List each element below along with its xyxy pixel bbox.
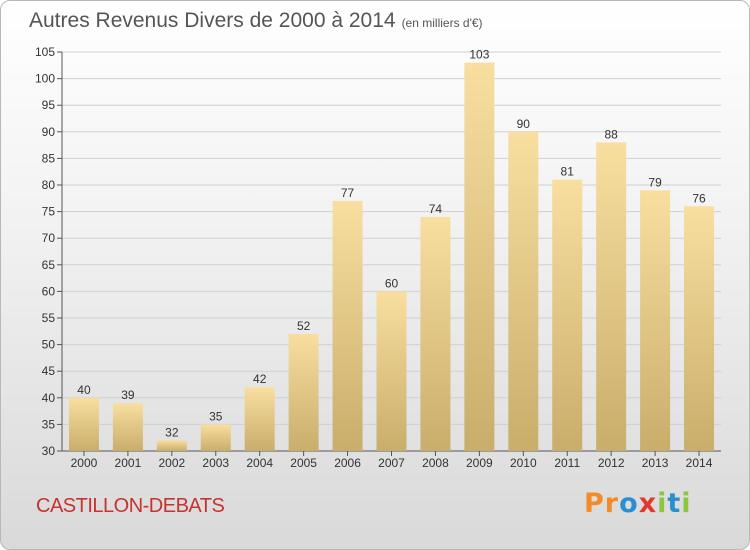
y-tick-label: 30 [42,444,56,458]
bar [376,291,407,451]
x-tick-label: 2000 [71,456,98,470]
bar [464,62,495,451]
bar-value-label: 60 [385,276,399,290]
y-tick-label: 105 [35,45,55,59]
x-tick-label: 2001 [115,456,142,470]
bar-value-label: 74 [429,202,443,216]
bar-value-label: 32 [165,425,179,439]
bar [288,333,319,451]
y-tick-label: 60 [42,284,56,298]
logo-letter: P [584,488,605,519]
logo-letter: r [604,488,620,519]
y-tick-label: 50 [42,338,56,352]
bar-value-label: 77 [341,186,355,200]
y-tick-label: 100 [35,72,55,86]
y-tick-label: 35 [42,417,56,431]
bar-value-label: 90 [517,117,531,131]
bar [552,179,583,451]
y-tick-label: 40 [42,391,56,405]
bar-value-label: 40 [77,383,91,397]
y-tick-label: 55 [42,311,56,325]
y-tick-label: 80 [42,178,56,192]
x-tick-label: 2004 [246,456,273,470]
bar [508,131,539,452]
x-tick-label: 2012 [598,456,625,470]
bar-value-label: 88 [604,127,618,141]
bar [684,206,715,451]
bar [420,216,451,451]
logo-letter: i [657,488,668,519]
y-tick-label: 70 [42,231,56,245]
title-main: Autres Revenus Divers de 2000 à 2014 [29,9,396,32]
bar-value-label: 79 [648,175,662,189]
x-tick-label: 2013 [642,456,669,470]
y-tick-label: 95 [42,98,56,112]
bar-value-label: 42 [253,372,267,386]
bar-value-label: 76 [692,191,706,205]
bar [112,403,143,451]
logo-letter: t [667,488,682,519]
bar [156,440,187,451]
x-tick-label: 2009 [466,456,493,470]
logo-letter: o [619,488,639,519]
x-tick-label: 2005 [290,456,317,470]
x-tick-label: 2007 [378,456,405,470]
bar-value-label: 35 [209,409,223,423]
x-tick-label: 2002 [158,456,185,470]
x-tick-label: 2014 [686,456,713,470]
bar-value-label: 81 [561,165,575,179]
y-tick-label: 90 [42,125,56,139]
title-unit: (en milliers d'€) [401,16,483,30]
y-tick-label: 75 [42,205,56,219]
x-tick-label: 2010 [510,456,537,470]
logo-letter: i [681,488,692,519]
y-tick-label: 85 [42,151,56,165]
y-tick-label: 45 [42,364,56,378]
bar [640,190,671,451]
logo-letter: x [638,488,658,519]
x-tick-label: 2008 [422,456,449,470]
bar-value-label: 39 [121,388,135,402]
bar-value-label: 103 [469,48,489,62]
bar [200,424,231,451]
x-tick-label: 2006 [334,456,361,470]
bar [332,200,363,451]
y-tick-label: 65 [42,258,56,272]
x-tick-label: 2011 [554,456,580,470]
location-label: CASTILLON-DEBATS [36,495,225,517]
bar [244,387,275,451]
proxiti-logo: Proxiti [584,488,692,519]
chart-title: Autres Revenus Divers de 2000 à 2014 (en … [29,9,483,33]
x-tick-label: 2003 [202,456,229,470]
bar-value-label: 52 [297,319,311,333]
bar [68,397,99,451]
bar [596,142,627,451]
